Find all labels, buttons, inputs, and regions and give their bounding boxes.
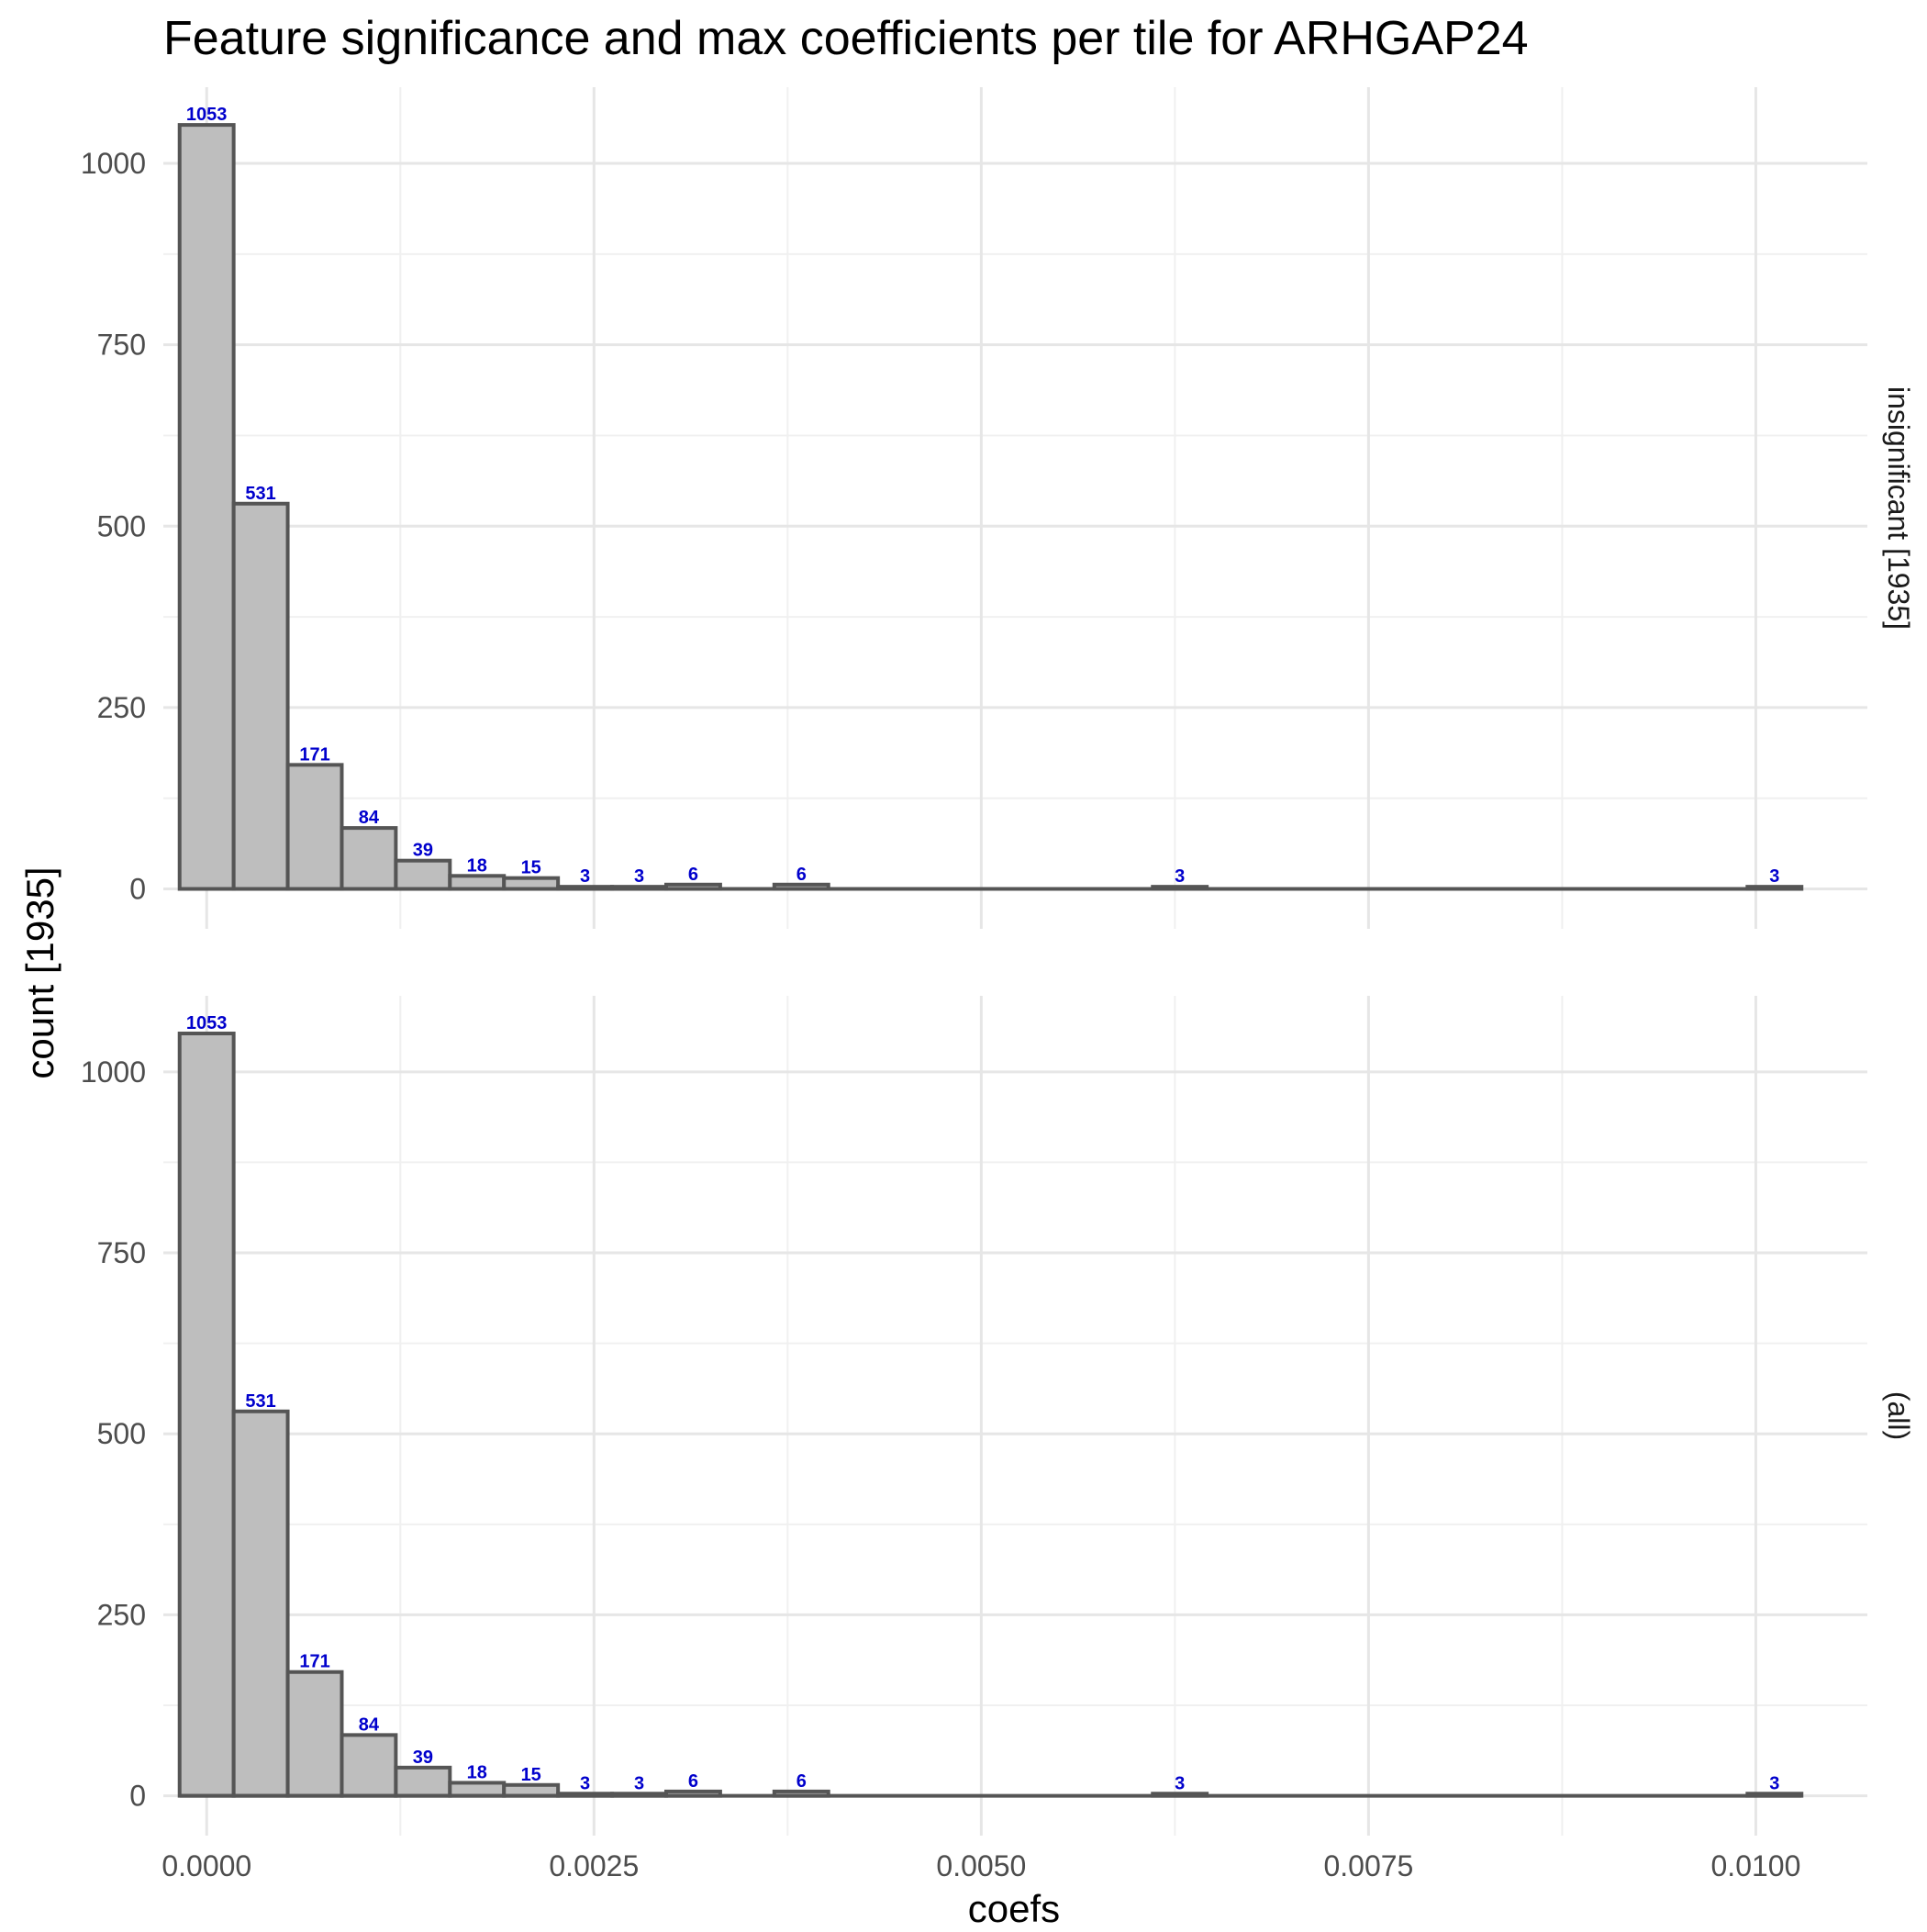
histogram-bar [340,1733,398,1798]
panel-2: 0 250 500 750 1000 1053 531 171 84 39 18 15 3 3 6 6 3 3 (a… [81,996,1915,1836]
bar-count-label: 531 [245,484,275,504]
histogram-bar [231,501,290,891]
facet-strip-label: (all) [1882,1391,1915,1440]
y-tick-label: 1000 [81,147,146,180]
bar-count-label: 15 [521,1765,541,1785]
bar-count-label: 6 [688,865,698,885]
y-tick-label: 750 [97,1236,146,1269]
facet-strip-label: insignificant [1935] [1882,386,1915,630]
x-tick-label: 0.0100 [1711,1849,1801,1882]
histogram-bar [231,1409,290,1798]
bar-count-label: 3 [1769,1773,1779,1793]
y-tick-label: 1000 [81,1055,146,1089]
bar-count-label: 6 [796,1771,807,1792]
histogram-bar [285,763,344,891]
histogram-bar [285,1670,344,1798]
y-tick-label: 250 [97,691,146,724]
bar-count-label: 3 [1175,866,1185,887]
bar-count-label: 3 [634,1773,644,1793]
y-tick-label: 0 [129,873,146,906]
bar-count-label: 3 [580,1773,590,1793]
x-tick-label: 0.0075 [1323,1849,1413,1882]
bar-count-label: 84 [359,808,380,828]
bar-count-label: 1053 [186,1013,228,1033]
bar-count-label: 531 [245,1391,275,1412]
x-tick-label: 0.0000 [162,1849,251,1882]
bar-count-label: 171 [299,1652,329,1672]
bar-count-label: 3 [1175,1773,1185,1793]
bar-count-label: 3 [580,866,590,887]
histogram-bar [394,858,452,891]
panel-1: 0 250 500 750 1000 1053 531 171 84 39 18 15 3 3 6 6 3 3 in… [81,87,1915,929]
bar-count-label: 18 [467,855,487,876]
bar-count-label: 15 [521,858,541,878]
bar-count-label: 39 [413,841,433,861]
histogram-bar [177,123,236,891]
y-axis-title: count [1935] [18,866,61,1078]
bar-count-label: 18 [467,1762,487,1782]
bar-count-label: 171 [299,744,329,765]
bar-count-label: 39 [413,1748,433,1768]
x-axis-title: coefs [968,1887,1060,1927]
panels-layer: 0 250 500 750 1000 1053 531 171 84 39 18 15 3 3 6 6 3 3 in… [81,87,1915,1882]
histogram-bar [340,826,398,891]
y-tick-label: 500 [97,509,146,542]
y-tick-label: 250 [97,1598,146,1631]
bar-count-label: 3 [634,866,644,887]
histogram-bar [394,1765,452,1798]
histogram-bar [448,1781,507,1798]
bar-count-label: 3 [1769,866,1779,887]
y-tick-label: 750 [97,329,146,362]
bar-count-label: 6 [688,1771,698,1792]
bar-count-label: 1053 [186,105,228,125]
bar-count-label: 6 [796,865,807,885]
histogram-bar [448,874,507,891]
x-tick-label: 0.0025 [549,1849,639,1882]
chart-title: Feature significance and max coefficient… [163,12,1529,65]
y-tick-label: 500 [97,1417,146,1450]
histogram-bar [177,1032,236,1798]
x-tick-label: 0.0050 [936,1849,1026,1882]
y-tick-label: 0 [129,1780,146,1813]
bar-count-label: 84 [359,1714,380,1735]
